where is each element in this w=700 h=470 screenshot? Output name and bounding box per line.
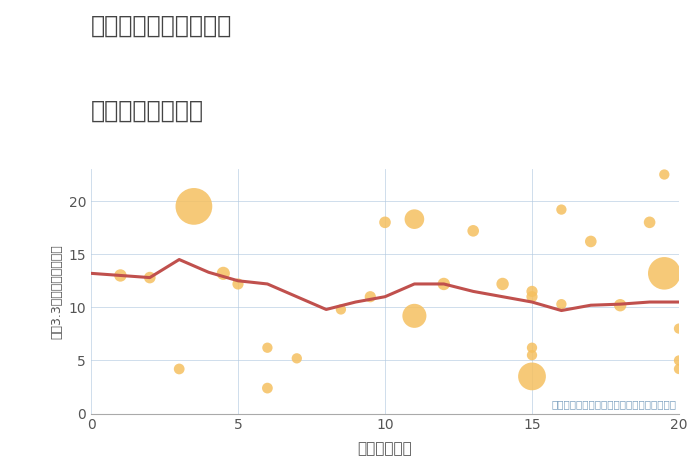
Point bbox=[673, 357, 685, 364]
Point bbox=[232, 280, 244, 288]
Point bbox=[526, 288, 538, 295]
Point bbox=[659, 270, 670, 277]
Point bbox=[291, 354, 302, 362]
Point bbox=[379, 219, 391, 226]
Point bbox=[409, 312, 420, 320]
Point bbox=[262, 384, 273, 392]
Point bbox=[659, 171, 670, 178]
Point bbox=[409, 215, 420, 223]
Text: 円の大きさは、取引のあった物件面積を示す: 円の大きさは、取引のあった物件面積を示す bbox=[551, 400, 676, 409]
Point bbox=[144, 274, 155, 282]
Point bbox=[218, 270, 229, 277]
Point bbox=[438, 280, 449, 288]
Point bbox=[556, 206, 567, 213]
Text: 埼玉県本庄市西富田の: 埼玉県本庄市西富田の bbox=[91, 14, 232, 38]
Point bbox=[526, 344, 538, 352]
Point bbox=[526, 293, 538, 300]
Point bbox=[262, 344, 273, 352]
Point bbox=[673, 325, 685, 332]
Text: 駅距離別土地価格: 駅距離別土地価格 bbox=[91, 99, 204, 123]
Point bbox=[115, 272, 126, 279]
Point bbox=[365, 293, 376, 300]
Point bbox=[335, 306, 346, 313]
X-axis label: 駅距離（分）: 駅距離（分） bbox=[358, 441, 412, 456]
Point bbox=[468, 227, 479, 235]
Point bbox=[497, 280, 508, 288]
Point bbox=[526, 352, 538, 359]
Point bbox=[585, 238, 596, 245]
Point bbox=[615, 301, 626, 309]
Point bbox=[644, 219, 655, 226]
Y-axis label: 平（3.3㎡）単価（万円）: 平（3.3㎡）単価（万円） bbox=[50, 244, 63, 339]
Point bbox=[556, 300, 567, 308]
Point bbox=[526, 373, 538, 380]
Point bbox=[174, 365, 185, 373]
Point bbox=[673, 365, 685, 373]
Point bbox=[188, 203, 199, 210]
